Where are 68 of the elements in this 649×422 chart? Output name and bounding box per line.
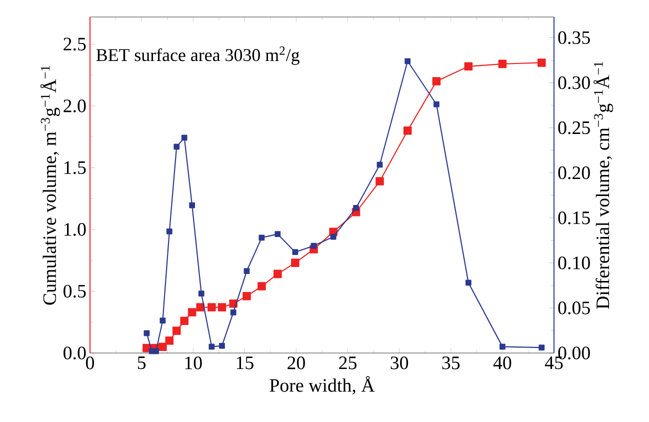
y-tick-label: 0.5 xyxy=(64,284,86,298)
point xyxy=(188,308,196,316)
point xyxy=(464,62,473,71)
y2-tick-label: 0.05 xyxy=(558,302,590,314)
y2-tick-label: 0.30 xyxy=(558,76,590,90)
point xyxy=(465,280,472,286)
y-tick-label: 2.5 xyxy=(64,38,86,51)
annotation: BET surface area 3030 m$^{2}$/g xyxy=(96,46,300,65)
x-axis-title: Pore width, Å xyxy=(270,376,375,395)
point xyxy=(181,134,188,141)
point xyxy=(158,342,167,351)
point xyxy=(258,234,265,241)
y2-tick-label: 0.25 xyxy=(558,121,590,134)
x-tick-label: 35 xyxy=(442,356,460,370)
point xyxy=(292,249,298,256)
point xyxy=(166,228,172,234)
point xyxy=(144,330,150,336)
point xyxy=(198,290,204,296)
x-tick-label: 25 xyxy=(339,356,356,370)
point xyxy=(219,342,225,349)
point xyxy=(353,205,359,211)
point xyxy=(165,336,174,345)
y2-tick-label: 0.15 xyxy=(558,211,590,224)
point xyxy=(376,162,383,168)
point xyxy=(160,318,166,324)
y-tick-label: 2.0 xyxy=(64,100,86,112)
y-tick-label: 0.0 xyxy=(64,346,86,360)
x-tick-label: 20 xyxy=(288,356,305,370)
point xyxy=(274,270,282,278)
point xyxy=(180,316,188,326)
point xyxy=(330,234,336,240)
point xyxy=(258,282,266,290)
point xyxy=(538,344,545,351)
y-tick-label: 1.5 xyxy=(64,161,86,174)
point xyxy=(189,202,196,208)
x-tick-label: 40 xyxy=(493,356,512,370)
x-tick-label: 0 xyxy=(86,356,94,370)
point xyxy=(404,58,411,64)
point xyxy=(242,292,251,300)
point xyxy=(434,101,440,108)
point xyxy=(403,126,412,135)
y2-tick-label: 0.20 xyxy=(558,166,590,180)
point xyxy=(537,58,546,67)
x-tick-label: 15 xyxy=(236,356,254,370)
point xyxy=(244,268,250,274)
point xyxy=(196,303,204,312)
y2-tick-label: 0.10 xyxy=(558,256,590,270)
x-tick-label: 30 xyxy=(390,356,408,370)
point xyxy=(310,242,317,249)
point xyxy=(432,77,441,86)
point xyxy=(218,303,226,312)
point xyxy=(291,258,300,267)
point xyxy=(498,60,507,68)
point xyxy=(153,348,159,354)
y-tick-label: 1.0 xyxy=(64,223,86,236)
point xyxy=(208,344,215,350)
y2-tick-label: 0.35 xyxy=(558,31,590,44)
point xyxy=(174,144,180,150)
point xyxy=(274,231,281,238)
point xyxy=(230,310,236,316)
point xyxy=(208,303,216,312)
x-tick-label: 5 xyxy=(138,356,146,370)
y-axis-title: Cumulative volume, m$^{−3}$g$^{−1}$Å$^{−1}$ xyxy=(40,66,60,305)
point xyxy=(172,326,181,335)
point xyxy=(376,177,384,186)
x-tick-label: 10 xyxy=(185,356,202,370)
y2-axis-title: Differential volume, cm$^{−3}$g$^{−1}$Å$^{−1}$ xyxy=(594,62,614,309)
point xyxy=(500,344,506,350)
